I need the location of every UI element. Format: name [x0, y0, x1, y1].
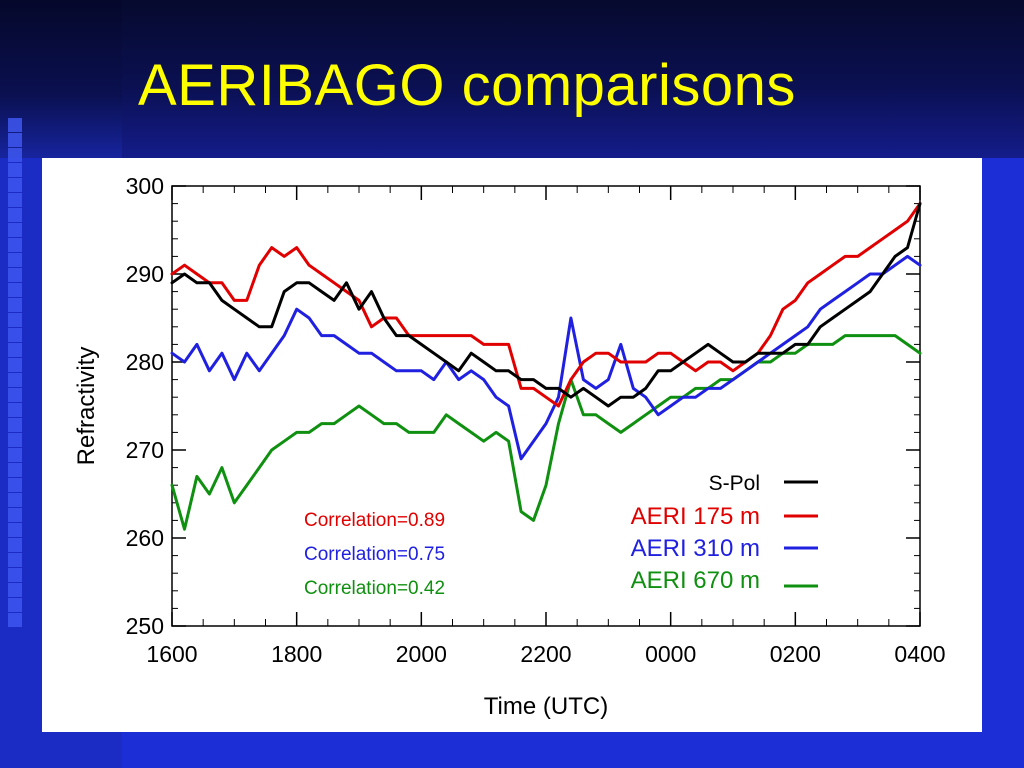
correlation-label: Correlation=0.42 — [304, 578, 445, 599]
x-tick-label: 0200 — [770, 641, 821, 667]
y-tick-label: 300 — [126, 173, 164, 199]
legend-label: AERI 670 m — [631, 567, 760, 594]
correlation-label: Correlation=0.89 — [304, 510, 445, 531]
y-axis-label: Refractivity — [73, 347, 100, 466]
x-axis-ticks: 1600 1800 2000 2200 0000 0200 0400 — [146, 186, 946, 667]
correlation-annotations: Correlation=0.89 Correlation=0.75 Correlat… — [304, 510, 445, 599]
correlation-label: Correlation=0.75 — [304, 544, 445, 565]
decorative-square — [8, 418, 22, 432]
legend-label: AERI 175 m — [631, 503, 760, 530]
decorative-square — [8, 433, 22, 447]
decorative-square — [8, 613, 22, 627]
y-tick-label: 270 — [126, 437, 164, 463]
chart-panel: 250 260 270 280 290 300 1600 1800 2000 2200 0000 0… — [42, 158, 982, 732]
decorative-square — [8, 493, 22, 507]
decorative-square — [8, 133, 22, 147]
series-line-aeri-310-m — [170, 254, 922, 461]
x-tick-label: 0400 — [894, 641, 945, 667]
chart-legend: S-Pol AERI 175 m AERI 310 m AERI 670 m — [631, 472, 818, 594]
decorative-square — [8, 508, 22, 522]
legend-label: AERI 310 m — [631, 535, 760, 562]
series-line-aeri-670-m — [170, 334, 922, 531]
decorative-square — [8, 343, 22, 357]
y-tick-label: 280 — [126, 349, 164, 375]
decorative-square — [8, 403, 22, 417]
decorative-square — [8, 358, 22, 372]
x-tick-label: 0000 — [645, 641, 696, 667]
slide-header-band — [0, 0, 1024, 158]
decorative-square — [8, 448, 22, 462]
decorative-square-column — [0, 118, 40, 638]
decorative-square — [8, 178, 22, 192]
series-layer — [170, 202, 922, 531]
decorative-square — [8, 268, 22, 282]
y-tick-label: 250 — [126, 613, 164, 639]
decorative-square — [8, 208, 22, 222]
decorative-square — [8, 553, 22, 567]
x-tick-label: 1600 — [146, 641, 197, 667]
decorative-square — [8, 298, 22, 312]
decorative-square — [8, 118, 22, 132]
plot-frame — [171, 185, 921, 627]
decorative-square — [8, 388, 22, 402]
decorative-square — [8, 148, 22, 162]
y-tick-label: 290 — [126, 261, 164, 287]
decorative-square — [8, 523, 22, 537]
decorative-square — [8, 478, 22, 492]
y-tick-label: 260 — [126, 525, 164, 551]
decorative-square — [8, 283, 22, 297]
decorative-square — [8, 463, 22, 477]
decorative-square — [8, 328, 22, 342]
decorative-square — [8, 238, 22, 252]
refractivity-line-chart: 250 260 270 280 290 300 1600 1800 2000 2200 0000 0… — [73, 173, 946, 720]
decorative-square — [8, 193, 22, 207]
decorative-square — [8, 373, 22, 387]
decorative-square — [8, 583, 22, 597]
decorative-square — [8, 223, 22, 237]
x-tick-label: 1800 — [271, 641, 322, 667]
x-tick-label: 2000 — [396, 641, 447, 667]
series-line-s-pol — [170, 202, 922, 408]
decorative-square — [8, 598, 22, 612]
decorative-square — [8, 313, 22, 327]
decorative-square — [8, 568, 22, 582]
decorative-square — [8, 253, 22, 267]
legend-label: S-Pol — [709, 472, 760, 495]
x-tick-label: 2200 — [520, 641, 571, 667]
slide-title: AERIBAGO comparisons — [138, 53, 796, 118]
series-line-aeri-175-m — [170, 202, 922, 408]
decorative-square — [8, 163, 22, 177]
decorative-square — [8, 538, 22, 552]
y-axis-ticks: 250 260 270 280 290 300 — [126, 173, 920, 639]
x-axis-label: Time (UTC) — [484, 693, 608, 720]
